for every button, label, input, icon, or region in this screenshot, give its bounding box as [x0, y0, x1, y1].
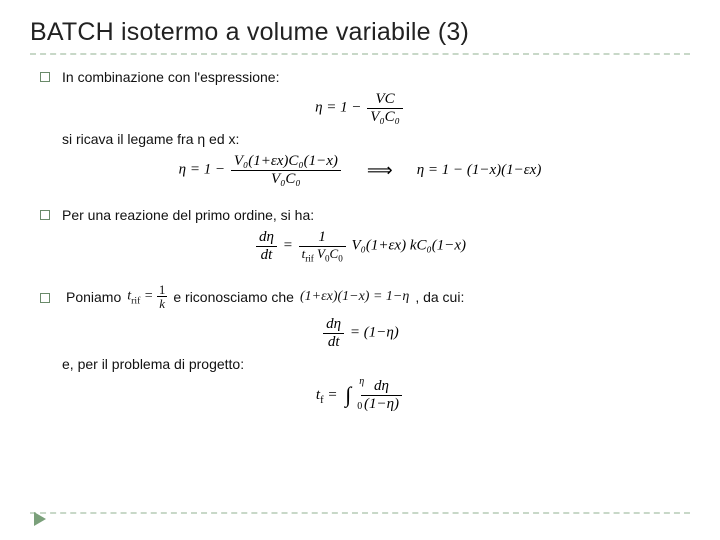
- eq3-lnum: dη: [256, 229, 277, 247]
- eq3-rnum: 1: [299, 229, 346, 247]
- eq5-num: dη: [361, 378, 402, 396]
- implies-arrow: ⟹: [367, 160, 393, 181]
- b3-a: Poniamo: [66, 289, 121, 305]
- footer-divider: [30, 512, 690, 514]
- int-lower: 0: [357, 401, 362, 412]
- bullet-1-cont: si ricava il legame fra η ed x:: [62, 131, 690, 147]
- title-divider: [30, 53, 690, 55]
- inline-identity: (1+εx)(1−x) = 1−η: [298, 289, 411, 305]
- slide-title: BATCH isotermo a volume variabile (3): [30, 18, 690, 47]
- bullet-1: In combinazione con l'espressione:: [40, 69, 690, 85]
- eq3-tail: V₀(1+εx) kC₀(1−x): [352, 237, 466, 253]
- eq4-rhs: = (1−η): [350, 325, 399, 341]
- equation-5: tf = ∫ η 0 dη (1−η): [30, 378, 690, 412]
- bullet-marker: [40, 210, 50, 220]
- equation-3: dη dt = 1 trif V0C0 V₀(1+εx) kC₀(1−x): [30, 229, 690, 263]
- eq2b: η = 1 − (1−x)(1−εx): [417, 162, 542, 179]
- b3-b: e riconosciamo che: [173, 289, 294, 305]
- bullet-2: Per una reazione del primo ordine, si ha…: [40, 207, 690, 223]
- eq5-den: (1−η): [361, 396, 402, 413]
- b3-c: , da cui:: [415, 289, 464, 305]
- equation-4: dη dt = (1−η): [30, 316, 690, 350]
- int-upper: η: [359, 376, 364, 387]
- bullet-1-text: In combinazione con l'espressione:: [62, 69, 279, 85]
- bullet-3: Poniamo trif = 1k e riconosciamo che (1+…: [40, 283, 690, 310]
- eq2a-den: V₀C₀: [231, 171, 341, 188]
- eq1-lhs: η = 1 −: [315, 99, 361, 115]
- inline-trif: trif = 1k: [125, 283, 169, 310]
- bullet-2-text: Per una reazione del primo ordine, si ha…: [62, 207, 314, 223]
- eq2a-num: V₀(1+εx)C₀(1−x): [231, 153, 341, 171]
- integral-symbol: ∫ η 0: [345, 382, 351, 408]
- bullet-marker: [40, 293, 50, 303]
- eq4-den: dt: [323, 334, 344, 351]
- corner-arrow-icon: [34, 512, 48, 526]
- bullet-marker: [40, 72, 50, 82]
- equation-2: η = 1 − V₀(1+εx)C₀(1−x) V₀C₀ ⟹ η = 1 − (…: [30, 153, 690, 187]
- eq4-num: dη: [323, 316, 344, 334]
- eq2a-pre: η = 1 −: [179, 161, 225, 177]
- eq1-den: V₀C₀: [367, 109, 403, 126]
- eq3-lden: dt: [256, 247, 277, 264]
- eq1-num: VC: [367, 91, 403, 109]
- eq5-sub: f: [320, 395, 324, 406]
- bullet-3-cont: e, per il problema di progetto:: [62, 356, 690, 372]
- eq3-rden: trif V0C0: [299, 247, 346, 264]
- equation-1: η = 1 − VC V₀C₀: [30, 91, 690, 125]
- eq3-eq: =: [283, 237, 297, 253]
